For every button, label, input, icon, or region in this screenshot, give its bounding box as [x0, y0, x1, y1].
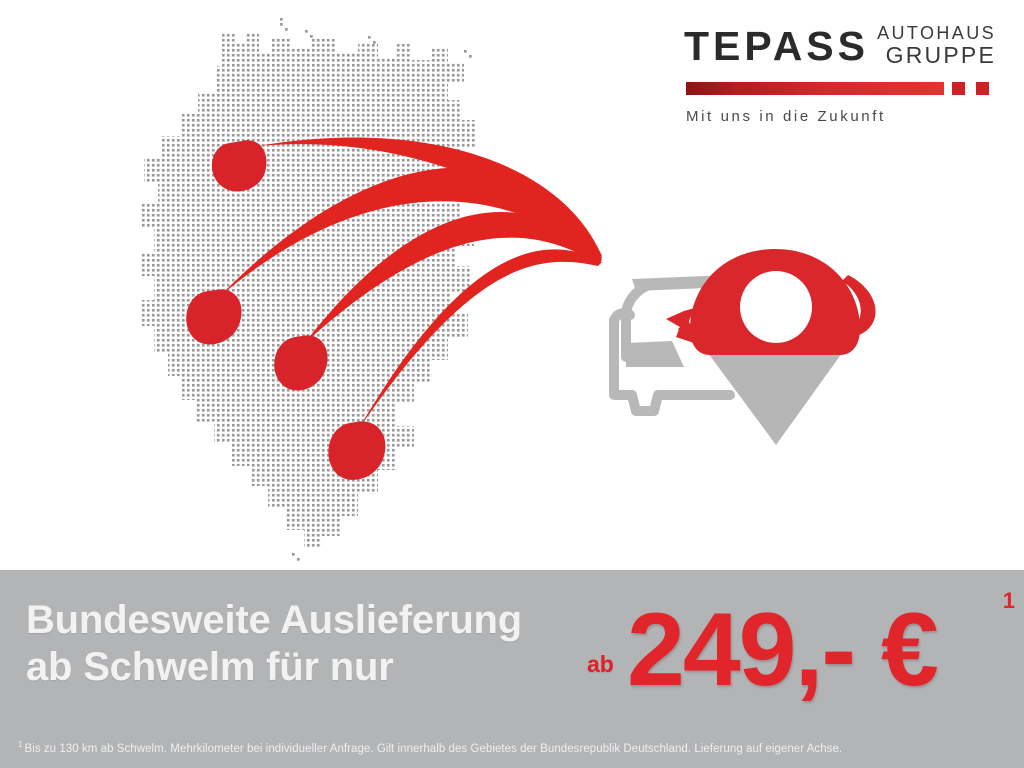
route-arrowhead-4	[328, 421, 386, 480]
route-arrowhead-3	[274, 335, 328, 391]
logo-wordmark: TEPASS	[684, 23, 869, 69]
car-and-pin-svg	[609, 249, 876, 445]
logo-tagline: Mit uns in die Zukunft	[686, 108, 886, 125]
germany-halftone-map-svg	[140, 18, 476, 561]
route-arc-2	[218, 167, 602, 298]
delivery-route-arrows	[90, 10, 650, 490]
map-island-dots	[280, 18, 472, 561]
footnote-text: Bis zu 130 km ab Schwelm. Mehrkilometer …	[24, 742, 843, 755]
pin-center-hole	[740, 271, 812, 343]
route-arrowhead-2	[186, 289, 242, 345]
footnote: 1 Bis zu 130 km ab Schwelm. Mehrkilometer…	[18, 740, 1018, 755]
route-arc-3	[304, 211, 602, 344]
headline-line-1: Bundesweite Auslieferung	[26, 598, 523, 642]
logo-red-square-1	[952, 82, 965, 95]
route-arrows-svg	[186, 137, 602, 480]
price-amount: 249,- €	[627, 592, 939, 708]
price-block: ab 249,- € 1	[585, 580, 1015, 702]
logo-red-square-2	[976, 82, 989, 95]
car-window	[626, 341, 684, 367]
route-arrowhead-1	[211, 140, 267, 192]
price-footnote-marker: 1	[1002, 588, 1015, 613]
delivery-pin-graphic	[580, 245, 890, 445]
price-prefix: ab	[587, 651, 614, 677]
headline-line-2: ab Schwelm für nur	[26, 645, 394, 690]
pin-tip	[708, 353, 842, 445]
logo-red-bar	[686, 82, 944, 95]
pin-swoosh	[830, 275, 876, 343]
logo-subtitle-line1: AUTOHAUS	[877, 23, 996, 43]
logo-subtitle-line2: GRUPPE	[885, 42, 996, 69]
route-arc-4	[358, 249, 602, 430]
tepass-logo: TEPASS AUTOHAUS GRUPPE Mit uns in die Zu…	[684, 18, 996, 125]
offer-banner: Bundesweite Auslieferung ab Schwelm für …	[0, 570, 1024, 768]
logo-subtitle: AUTOHAUS GRUPPE	[877, 23, 996, 69]
pin-swoosh-left	[678, 319, 730, 349]
germany-map-graphic	[96, 8, 496, 568]
footnote-marker: 1	[18, 740, 23, 749]
headline: Bundesweite Auslieferung ab Schwelm für …	[26, 597, 522, 691]
